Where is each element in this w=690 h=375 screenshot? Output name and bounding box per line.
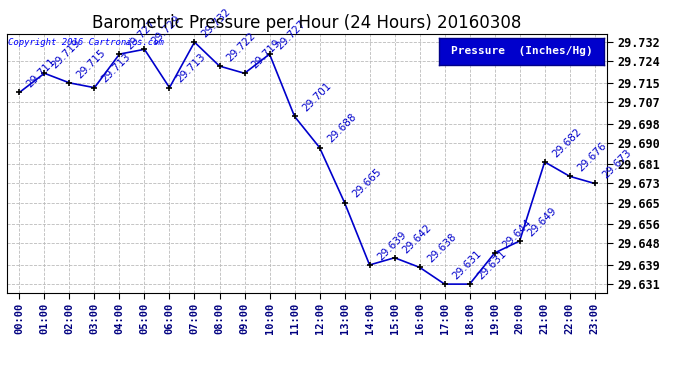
Title: Barometric Pressure per Hour (24 Hours) 20160308: Barometric Pressure per Hour (24 Hours) … bbox=[92, 14, 522, 32]
Text: 29.649: 29.649 bbox=[525, 206, 558, 238]
Text: 29.719: 29.719 bbox=[50, 38, 83, 70]
Text: 29.719: 29.719 bbox=[250, 38, 283, 70]
Text: 29.729: 29.729 bbox=[150, 13, 183, 46]
Text: 29.673: 29.673 bbox=[600, 148, 633, 181]
Text: 29.701: 29.701 bbox=[300, 81, 333, 114]
Text: 29.722: 29.722 bbox=[225, 30, 258, 63]
Text: 29.631: 29.631 bbox=[475, 249, 508, 281]
Text: Copyright 2016 Cartronics.com: Copyright 2016 Cartronics.com bbox=[8, 38, 164, 46]
Text: 29.713: 29.713 bbox=[175, 52, 208, 85]
Text: 29.732: 29.732 bbox=[200, 6, 233, 39]
Text: 29.665: 29.665 bbox=[350, 167, 383, 200]
Text: 29.676: 29.676 bbox=[575, 141, 608, 174]
Text: 29.713: 29.713 bbox=[100, 52, 133, 85]
Text: 29.711: 29.711 bbox=[25, 57, 58, 90]
Text: 29.682: 29.682 bbox=[550, 126, 583, 159]
Text: 29.688: 29.688 bbox=[325, 112, 358, 145]
Text: 29.631: 29.631 bbox=[450, 249, 483, 281]
Text: 29.644: 29.644 bbox=[500, 217, 533, 250]
Text: 29.715: 29.715 bbox=[75, 47, 108, 80]
Text: 29.638: 29.638 bbox=[425, 232, 458, 265]
Text: 29.727: 29.727 bbox=[275, 18, 308, 51]
Text: 29.639: 29.639 bbox=[375, 229, 408, 262]
Text: 29.642: 29.642 bbox=[400, 222, 433, 255]
Text: 29.727: 29.727 bbox=[125, 18, 158, 51]
